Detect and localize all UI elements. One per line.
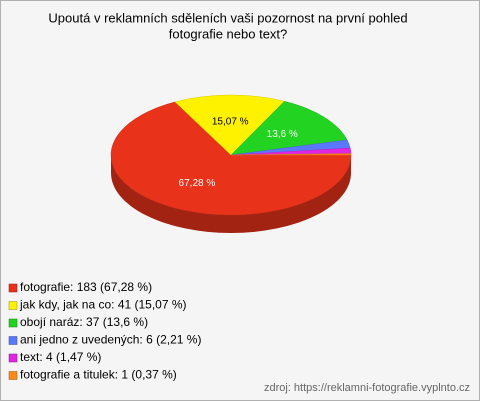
slice-label: 15,07 % bbox=[212, 117, 249, 128]
legend-label: obojí naráz: 37 (13,6 %) bbox=[20, 315, 148, 329]
legend-swatch bbox=[8, 371, 18, 380]
legend-label: text: 4 (1,47 %) bbox=[20, 350, 101, 364]
slice-label: 13,6 % bbox=[267, 129, 298, 140]
slice bbox=[230, 153, 352, 156]
slice bbox=[110, 101, 352, 216]
source: zdroj: https://reklamni-fotografie.vypln… bbox=[264, 382, 470, 394]
legend-swatch bbox=[8, 301, 18, 310]
slice bbox=[230, 101, 348, 156]
legend-swatch bbox=[8, 283, 18, 293]
legend-label: jak kdy, jak na co: 41 (15,07 %) bbox=[19, 298, 187, 312]
legend-swatch bbox=[8, 353, 18, 363]
legend-swatch bbox=[8, 336, 18, 345]
chart-title: Upoutá v reklamních sděleních vaši pozor… bbox=[48, 10, 407, 25]
slice-label: 67,28 % bbox=[179, 178, 216, 189]
legend-swatch bbox=[8, 318, 18, 328]
legend-label: fotografie a titulek: 1 (0,37 %) bbox=[20, 368, 177, 382]
legend-label: ani jedno z uvedených: 6 (2,21 %) bbox=[20, 333, 201, 347]
slice bbox=[174, 94, 285, 156]
chart-title: fotografie nebo text? bbox=[169, 26, 288, 41]
legend-label: fotografie: 183 (67,28 %) bbox=[20, 280, 152, 294]
slice-side bbox=[111, 155, 351, 233]
